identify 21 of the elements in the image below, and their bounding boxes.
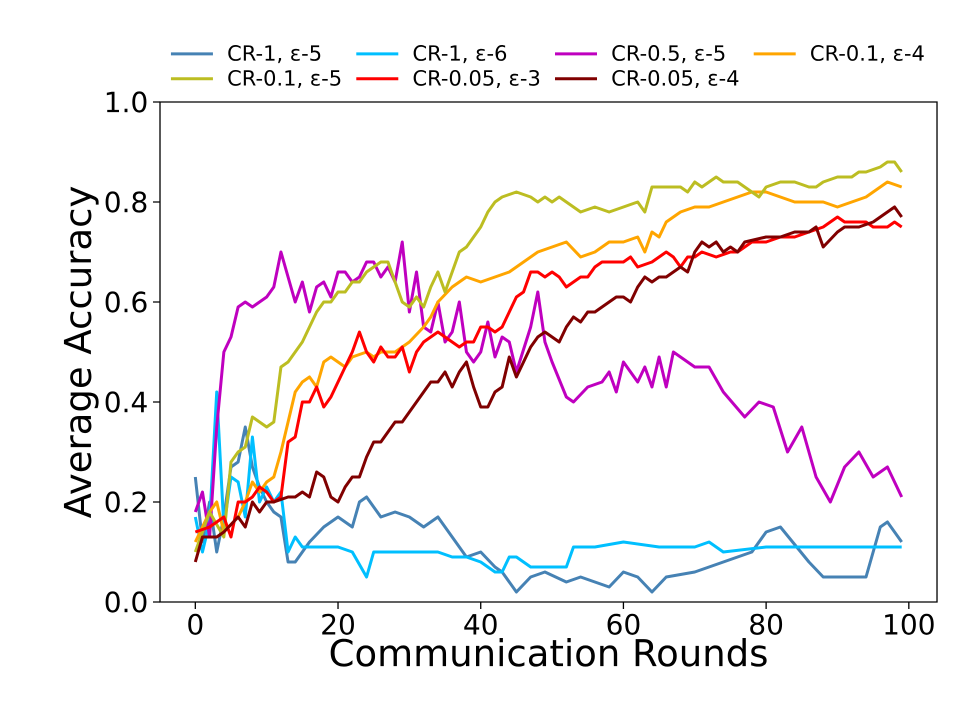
y-tick-label: 0.0 bbox=[106, 591, 146, 613]
x-tick-label: 80 bbox=[750, 614, 782, 635]
y-tick-label: 1.0 bbox=[106, 91, 146, 113]
legend-label: CR-0.05, ε-4 bbox=[612, 70, 738, 88]
x-tick-label: 40 bbox=[464, 614, 497, 635]
legend-label: CR-1, ε-6 bbox=[414, 45, 506, 64]
y-tick-label: 0.8 bbox=[106, 191, 146, 213]
y-tick-label: 0.6 bbox=[106, 291, 147, 313]
x-tick-label: 0 bbox=[188, 614, 202, 635]
y-axis-title: Average Accuracy bbox=[64, 186, 99, 518]
y-tick-label: 0.4 bbox=[106, 391, 147, 413]
legend-label: CR-0.1, ε-5 bbox=[228, 70, 340, 88]
x-axis-title: Communication Rounds bbox=[330, 638, 767, 667]
x-tick-label: 60 bbox=[608, 614, 640, 635]
y-tick-label: 0.2 bbox=[106, 491, 146, 513]
legend-label: CR-0.05, ε-3 bbox=[414, 70, 540, 88]
x-tick-label: 100 bbox=[885, 614, 934, 635]
legend-label: CR-0.5, ε-5 bbox=[612, 45, 724, 64]
legend-label: CR-0.1, ε-4 bbox=[811, 45, 924, 64]
legend-label: CR-1, ε-5 bbox=[228, 45, 320, 64]
x-tick-label: 20 bbox=[322, 614, 354, 635]
